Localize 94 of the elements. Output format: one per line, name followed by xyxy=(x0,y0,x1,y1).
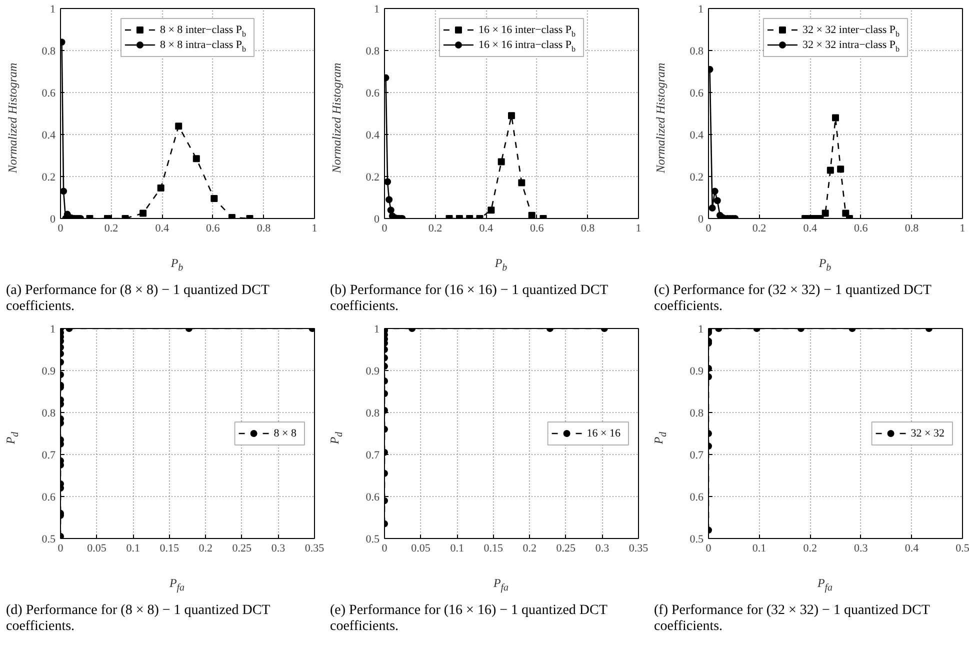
x-tick-label: 1 xyxy=(960,222,966,234)
y-tick-label: 0.8 xyxy=(42,408,56,420)
text: (a) Performance for (8 × 8) − 1 quantized DCT coefficients. xyxy=(6,283,270,315)
x-tick-label: 1 xyxy=(312,222,318,234)
x-tick-label: 0 xyxy=(382,542,388,554)
x-axis-title: P$_{b}$ xyxy=(170,256,184,274)
y-tick-label: 0.6 xyxy=(366,88,380,100)
x-tick-label: 0.15 xyxy=(484,542,504,554)
x-tick-label: 0.6 xyxy=(530,222,544,234)
y-tick-label: 1 xyxy=(374,324,380,336)
text: (e) Performance for (16 × 16) − 1 quantized DCT coefficients. xyxy=(330,603,608,635)
text: (d) Performance for (8 × 8) − 1 quantized DCT coefficients. xyxy=(6,603,271,635)
text: (b) Performance for (16 × 16) − 1 quantized DCT coefficients. xyxy=(330,283,609,315)
x-tick-label: 0.2 xyxy=(752,222,766,234)
y-tick-label: 0.5 xyxy=(42,534,56,546)
x-tick-label: 0.25 xyxy=(556,542,576,554)
y-tick-label: 1 xyxy=(698,324,704,336)
x-tick-label: 0.8 xyxy=(904,222,920,234)
y-tick-label: 0.4 xyxy=(42,130,56,142)
y-tick-label: 0.2 xyxy=(690,172,704,184)
y-tick-label: 0.8 xyxy=(690,46,704,58)
x-tick-label: 0.8 xyxy=(580,222,596,234)
y-tick-label: 0.7 xyxy=(690,450,704,462)
x-tick-label: 0.2 xyxy=(428,222,442,234)
y-tick-label: 0.6 xyxy=(42,88,56,100)
x-axis-title: P$_{fa}$ xyxy=(817,576,833,594)
x-tick-label: 0.15 xyxy=(160,542,180,554)
x-tick-label: 0.4 xyxy=(803,222,818,234)
x-tick-label: 0.2 xyxy=(104,222,118,234)
y-tick-label: 0.4 xyxy=(366,130,380,142)
x-tick-label: 0.3 xyxy=(595,542,610,554)
y-tick-label: 0.2 xyxy=(366,172,380,184)
x-tick-label: 1 xyxy=(636,222,642,234)
x-tick-label: 0.05 xyxy=(87,542,107,554)
x-tick-label: 0 xyxy=(706,222,712,234)
y-tick-label: 0.7 xyxy=(42,450,56,462)
y-tick-label: 0.4 xyxy=(690,130,704,142)
x-tick-label: 0.05 xyxy=(411,542,431,554)
text: (f) Performance for (32 × 32) − 1 quantized DCT coefficients. xyxy=(654,603,931,635)
x-axis-title: P$_{fa}$ xyxy=(169,576,185,594)
y-tick-label: 0.6 xyxy=(690,492,704,504)
x-axis-title: P$_{b}$ xyxy=(818,256,832,274)
y-tick-label: 0.5 xyxy=(366,534,380,546)
x-tick-label: 0.4 xyxy=(155,222,170,234)
y-tick-label: 1 xyxy=(50,324,56,336)
x-tick-label: 0 xyxy=(706,542,712,554)
x-tick-label: 0.2 xyxy=(522,542,537,554)
x-axis-title: P$_{b}$ xyxy=(494,256,508,274)
y-tick-label: 0 xyxy=(698,214,704,226)
y-axis-title: Normalized Histogram xyxy=(329,62,344,174)
y-axis-title: Normalized Histogram xyxy=(653,62,668,174)
y-tick-label: 0.8 xyxy=(42,46,56,58)
y-tick-label: 0.2 xyxy=(42,172,56,184)
x-axis-title: P$_{fa}$ xyxy=(493,576,509,594)
y-tick-label: 0.8 xyxy=(690,408,704,420)
y-tick-label: 0.7 xyxy=(366,450,380,462)
x-tick-label: 0.35 xyxy=(304,542,325,554)
y-tick-label: 0.9 xyxy=(690,366,704,378)
y-tick-label: 0.8 xyxy=(366,46,380,58)
y-tick-label: 0.6 xyxy=(366,492,380,504)
y-tick-label: 0.9 xyxy=(366,366,380,378)
x-tick-label: 0.1 xyxy=(450,542,464,554)
legend-label: 16 × 16 xyxy=(586,428,621,440)
y-tick-label: 0 xyxy=(50,214,56,226)
y-tick-label: 0.9 xyxy=(42,366,56,378)
x-tick-label: 0.1 xyxy=(126,542,140,554)
x-tick-label: 0.6 xyxy=(206,222,220,234)
x-tick-label: 0.5 xyxy=(956,542,969,554)
x-tick-label: 0 xyxy=(58,222,64,234)
x-tick-label: 0 xyxy=(382,222,388,234)
y-axis-title: Normalized Histogram xyxy=(5,62,20,174)
y-tick-label: 0.6 xyxy=(690,88,704,100)
x-tick-label: 0.4 xyxy=(904,542,920,554)
x-tick-label: 0.1 xyxy=(752,542,766,554)
x-tick-label: 0.2 xyxy=(803,542,817,554)
y-tick-label: 0.5 xyxy=(690,534,704,546)
x-tick-label: 0.2 xyxy=(198,542,213,554)
y-tick-label: 0.8 xyxy=(366,408,380,420)
legend-label: 32 × 32 xyxy=(910,428,945,440)
x-tick-label: 0.6 xyxy=(854,222,868,234)
x-tick-label: 0 xyxy=(58,542,64,554)
y-tick-label: 1 xyxy=(50,4,56,16)
x-tick-label: 0.35 xyxy=(628,542,649,554)
y-tick-label: 1 xyxy=(698,4,704,16)
x-tick-label: 0.25 xyxy=(232,542,252,554)
x-tick-label: 0.3 xyxy=(854,542,868,554)
text: (c) Performance for (32 × 32) − 1 quantized DCT coefficients. xyxy=(654,283,932,315)
y-tick-label: 1 xyxy=(374,4,380,16)
y-tick-label: 0.6 xyxy=(42,492,56,504)
y-tick-label: 0 xyxy=(374,214,380,226)
x-tick-label: 0.8 xyxy=(256,222,272,234)
x-tick-label: 0.3 xyxy=(271,542,286,554)
legend-label: 8 × 8 xyxy=(274,428,297,440)
x-tick-label: 0.4 xyxy=(479,222,494,234)
